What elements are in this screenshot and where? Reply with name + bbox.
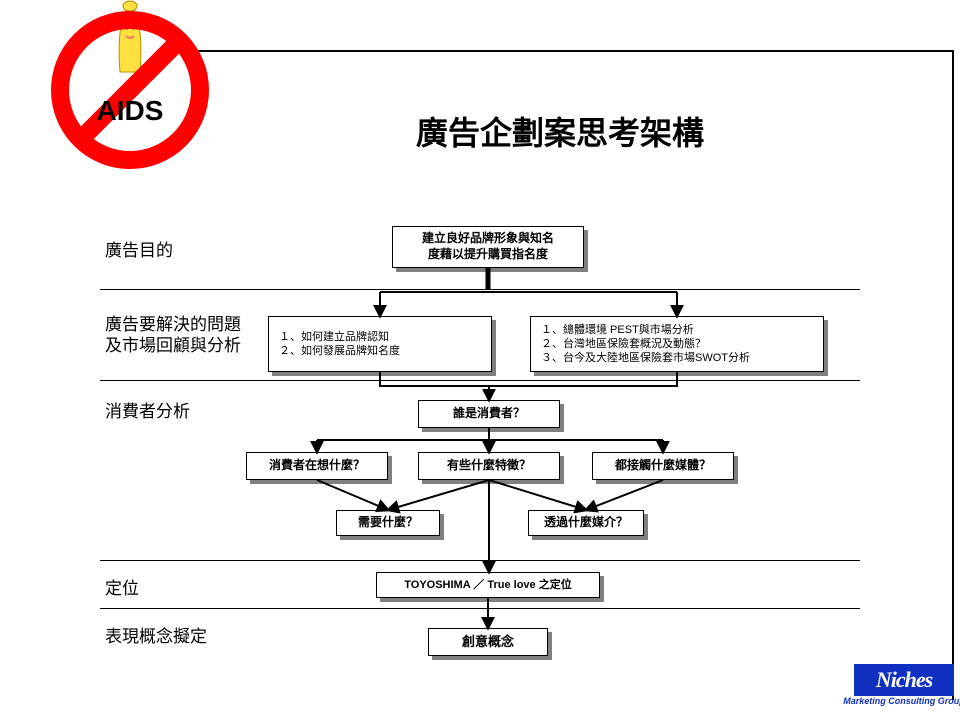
box-who: 誰是消費者？ bbox=[418, 400, 560, 428]
niches-logo-subtext: Marketing Consulting Group bbox=[838, 696, 960, 706]
box-top: 建立良好品牌形象與知名 度藉以提升購買指名度 bbox=[392, 226, 584, 268]
box-q_right: １、總體環境 PEST與市場分析 ２、台灣地區保險套概況及動態？ ３、台今及大陸… bbox=[530, 316, 824, 372]
svg-text:AIDS: AIDS bbox=[97, 95, 164, 126]
box-channel: 透過什麼媒介？ bbox=[528, 510, 644, 536]
row-label-problem: 廣告要解決的問題 及市場回顧與分析 bbox=[105, 314, 241, 357]
box-think: 消費者在想什麼？ bbox=[246, 452, 388, 480]
page-title: 廣告企劃案思考架構 bbox=[260, 108, 860, 154]
separator-3 bbox=[100, 560, 860, 561]
box-need: 需要什麼？ bbox=[336, 510, 440, 536]
row-label-concept: 表現概念擬定 bbox=[105, 626, 207, 647]
box-q_left: １、如何建立品牌認知 ２、如何發展品牌知名度 bbox=[268, 316, 492, 372]
box-positioning: TOYOSHIMA ／ True love 之定位 bbox=[376, 572, 600, 598]
row-label-position: 定位 bbox=[105, 578, 139, 599]
separator-4 bbox=[100, 608, 860, 609]
box-creative: 創意概念 bbox=[428, 628, 548, 656]
row-label-purpose: 廣告目的 bbox=[105, 240, 173, 261]
niches-logo-text: Niches bbox=[876, 667, 932, 692]
box-media: 都接觸什麼媒體？ bbox=[592, 452, 734, 480]
separator-1 bbox=[100, 289, 860, 290]
niches-logo: Niches bbox=[854, 664, 954, 696]
no-aids-badge: AIDS bbox=[30, 0, 230, 195]
separator-2 bbox=[100, 380, 860, 381]
box-feature: 有些什麼特徵？ bbox=[418, 452, 560, 480]
row-label-consumer: 消費者分析 bbox=[105, 401, 190, 422]
